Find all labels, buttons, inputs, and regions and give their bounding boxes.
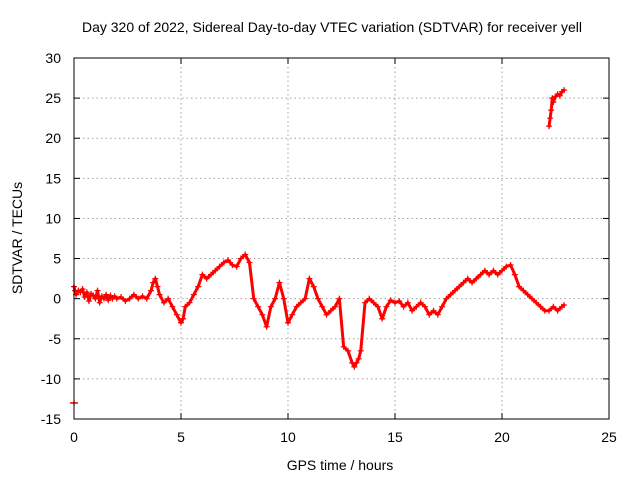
plot-frame <box>73 57 610 420</box>
x-tick-label: 5 <box>177 429 185 445</box>
chart-title: Day 320 of 2022, Sidereal Day-to-day VTE… <box>82 19 582 35</box>
y-tick-label: 30 <box>45 50 61 66</box>
x-tick-label: 20 <box>494 429 510 445</box>
y-tick-label: 25 <box>45 90 61 106</box>
y-tick-label: 0 <box>53 291 61 307</box>
y-tick-label: 5 <box>53 251 61 267</box>
y-tick-label: 20 <box>45 130 61 146</box>
grid-lines <box>74 58 609 419</box>
x-tick-label: 10 <box>280 429 296 445</box>
x-axis-title: GPS time / hours <box>287 457 394 473</box>
y-tick-labels: -15 -10 -5 0 5 10 15 20 25 30 <box>41 50 61 427</box>
y-tick-label: -10 <box>41 371 61 387</box>
y-tick-label: -15 <box>41 411 61 427</box>
x-tick-label: 15 <box>387 429 403 445</box>
axis-ticks <box>73 57 610 420</box>
data-trace <box>72 88 566 369</box>
y-tick-label: 10 <box>45 210 61 226</box>
x-tick-label: 25 <box>601 429 617 445</box>
x-tick-labels: 0 5 10 15 20 25 <box>70 429 617 445</box>
y-tick-label: 15 <box>45 170 61 186</box>
y-tick-label: -5 <box>49 331 62 347</box>
x-tick-label: 0 <box>70 429 78 445</box>
data-points <box>70 87 568 406</box>
y-axis-title: SDTVAR / TECUs <box>9 182 25 294</box>
